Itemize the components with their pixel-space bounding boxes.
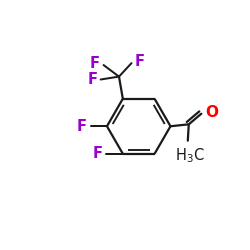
Text: H$_3$C: H$_3$C xyxy=(175,146,204,165)
Text: F: F xyxy=(77,119,87,134)
Text: F: F xyxy=(90,56,100,71)
Text: F: F xyxy=(87,72,97,87)
Text: O: O xyxy=(206,105,218,120)
Text: F: F xyxy=(93,146,103,161)
Text: F: F xyxy=(135,54,145,69)
